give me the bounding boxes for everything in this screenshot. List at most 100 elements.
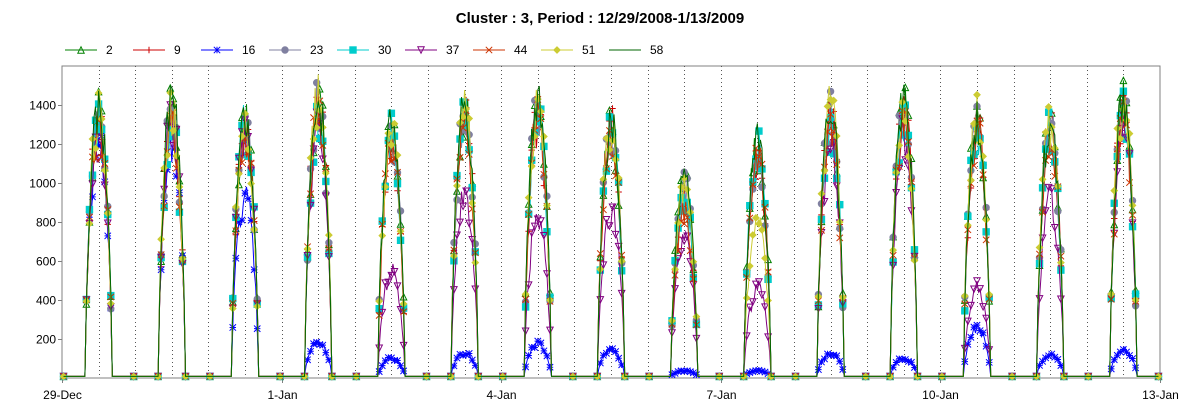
legend-label: 58 [650, 43, 664, 57]
data-point [937, 372, 946, 381]
data-point [668, 320, 676, 328]
data-point [537, 115, 545, 123]
data-point [100, 163, 109, 172]
data-point [536, 217, 545, 226]
data-point [1032, 372, 1041, 381]
data-point [206, 372, 214, 381]
y-tick-label: 1400 [29, 99, 56, 113]
data-point [178, 255, 187, 264]
data-point [307, 163, 314, 170]
data-point [826, 95, 835, 104]
series-line-58 [63, 84, 1159, 377]
data-point [901, 83, 910, 92]
data-point [253, 295, 261, 303]
data-point [820, 163, 829, 171]
data-point [910, 256, 919, 265]
data-point [179, 246, 186, 254]
data-point [1054, 355, 1062, 364]
data-point [913, 372, 922, 381]
data-point [1128, 354, 1137, 363]
data-point [175, 173, 184, 182]
data-point [823, 148, 832, 156]
data-point [817, 215, 826, 224]
data-point [979, 152, 988, 161]
data-point [307, 190, 315, 198]
x-tick-label: 4-Jan [486, 388, 516, 402]
data-point [468, 178, 477, 187]
data-point [250, 218, 258, 225]
data-point [901, 117, 910, 126]
series-9 [60, 83, 1162, 380]
data-point [1039, 357, 1047, 365]
data-point [474, 372, 483, 381]
data-point [764, 266, 772, 274]
data-point [677, 175, 686, 184]
data-point [309, 158, 318, 166]
data-point [85, 213, 94, 221]
data-point [892, 358, 900, 367]
data-point [913, 372, 922, 380]
data-point [599, 178, 608, 187]
data-point [163, 122, 172, 131]
data-point [904, 131, 913, 140]
data-point [976, 133, 984, 141]
data-point [352, 372, 360, 380]
data-point [241, 111, 249, 120]
data-point [677, 183, 686, 191]
data-point [674, 247, 682, 255]
data-point [393, 151, 402, 160]
data-point [328, 372, 336, 380]
data-point [172, 172, 180, 180]
data-point [422, 372, 431, 380]
data-point [1125, 148, 1134, 156]
data-point [101, 155, 109, 163]
data-point [761, 203, 769, 211]
data-point [91, 139, 100, 148]
data-point [599, 206, 607, 214]
data-point [324, 253, 333, 262]
data-point [1045, 112, 1052, 119]
data-point [462, 96, 470, 104]
data-point [614, 174, 623, 182]
data-point [751, 164, 760, 173]
data-point [886, 372, 894, 381]
data-point [913, 372, 922, 381]
data-point [836, 221, 843, 228]
data-point [976, 138, 984, 147]
data-point [101, 178, 109, 186]
data-point [596, 296, 605, 305]
data-point [450, 238, 458, 247]
data-point [715, 372, 723, 380]
data-point [59, 372, 68, 381]
data-point [387, 109, 396, 118]
data-point [181, 372, 190, 381]
data-point [59, 372, 68, 381]
data-point [746, 214, 754, 222]
data-point [1119, 99, 1128, 107]
data-point [605, 345, 614, 354]
data-point [1116, 92, 1125, 101]
data-point [129, 372, 138, 381]
data-point [521, 298, 530, 306]
data-point [250, 224, 259, 233]
data-point [352, 372, 360, 380]
data-point [85, 213, 94, 221]
data-point [599, 190, 608, 199]
data-point [244, 132, 253, 141]
data-point [325, 249, 333, 258]
data-point [446, 372, 455, 381]
data-point [300, 372, 309, 381]
data-point [318, 100, 327, 109]
data-point [303, 247, 312, 256]
data-point [446, 372, 455, 381]
data-point [528, 156, 536, 164]
data-point [178, 252, 187, 260]
data-point [982, 211, 991, 220]
data-point [967, 184, 975, 192]
data-point [375, 302, 384, 311]
data-point [384, 129, 393, 138]
data-point [154, 373, 162, 380]
data-point [758, 225, 766, 234]
data-point [617, 289, 626, 298]
data-point [352, 372, 361, 381]
